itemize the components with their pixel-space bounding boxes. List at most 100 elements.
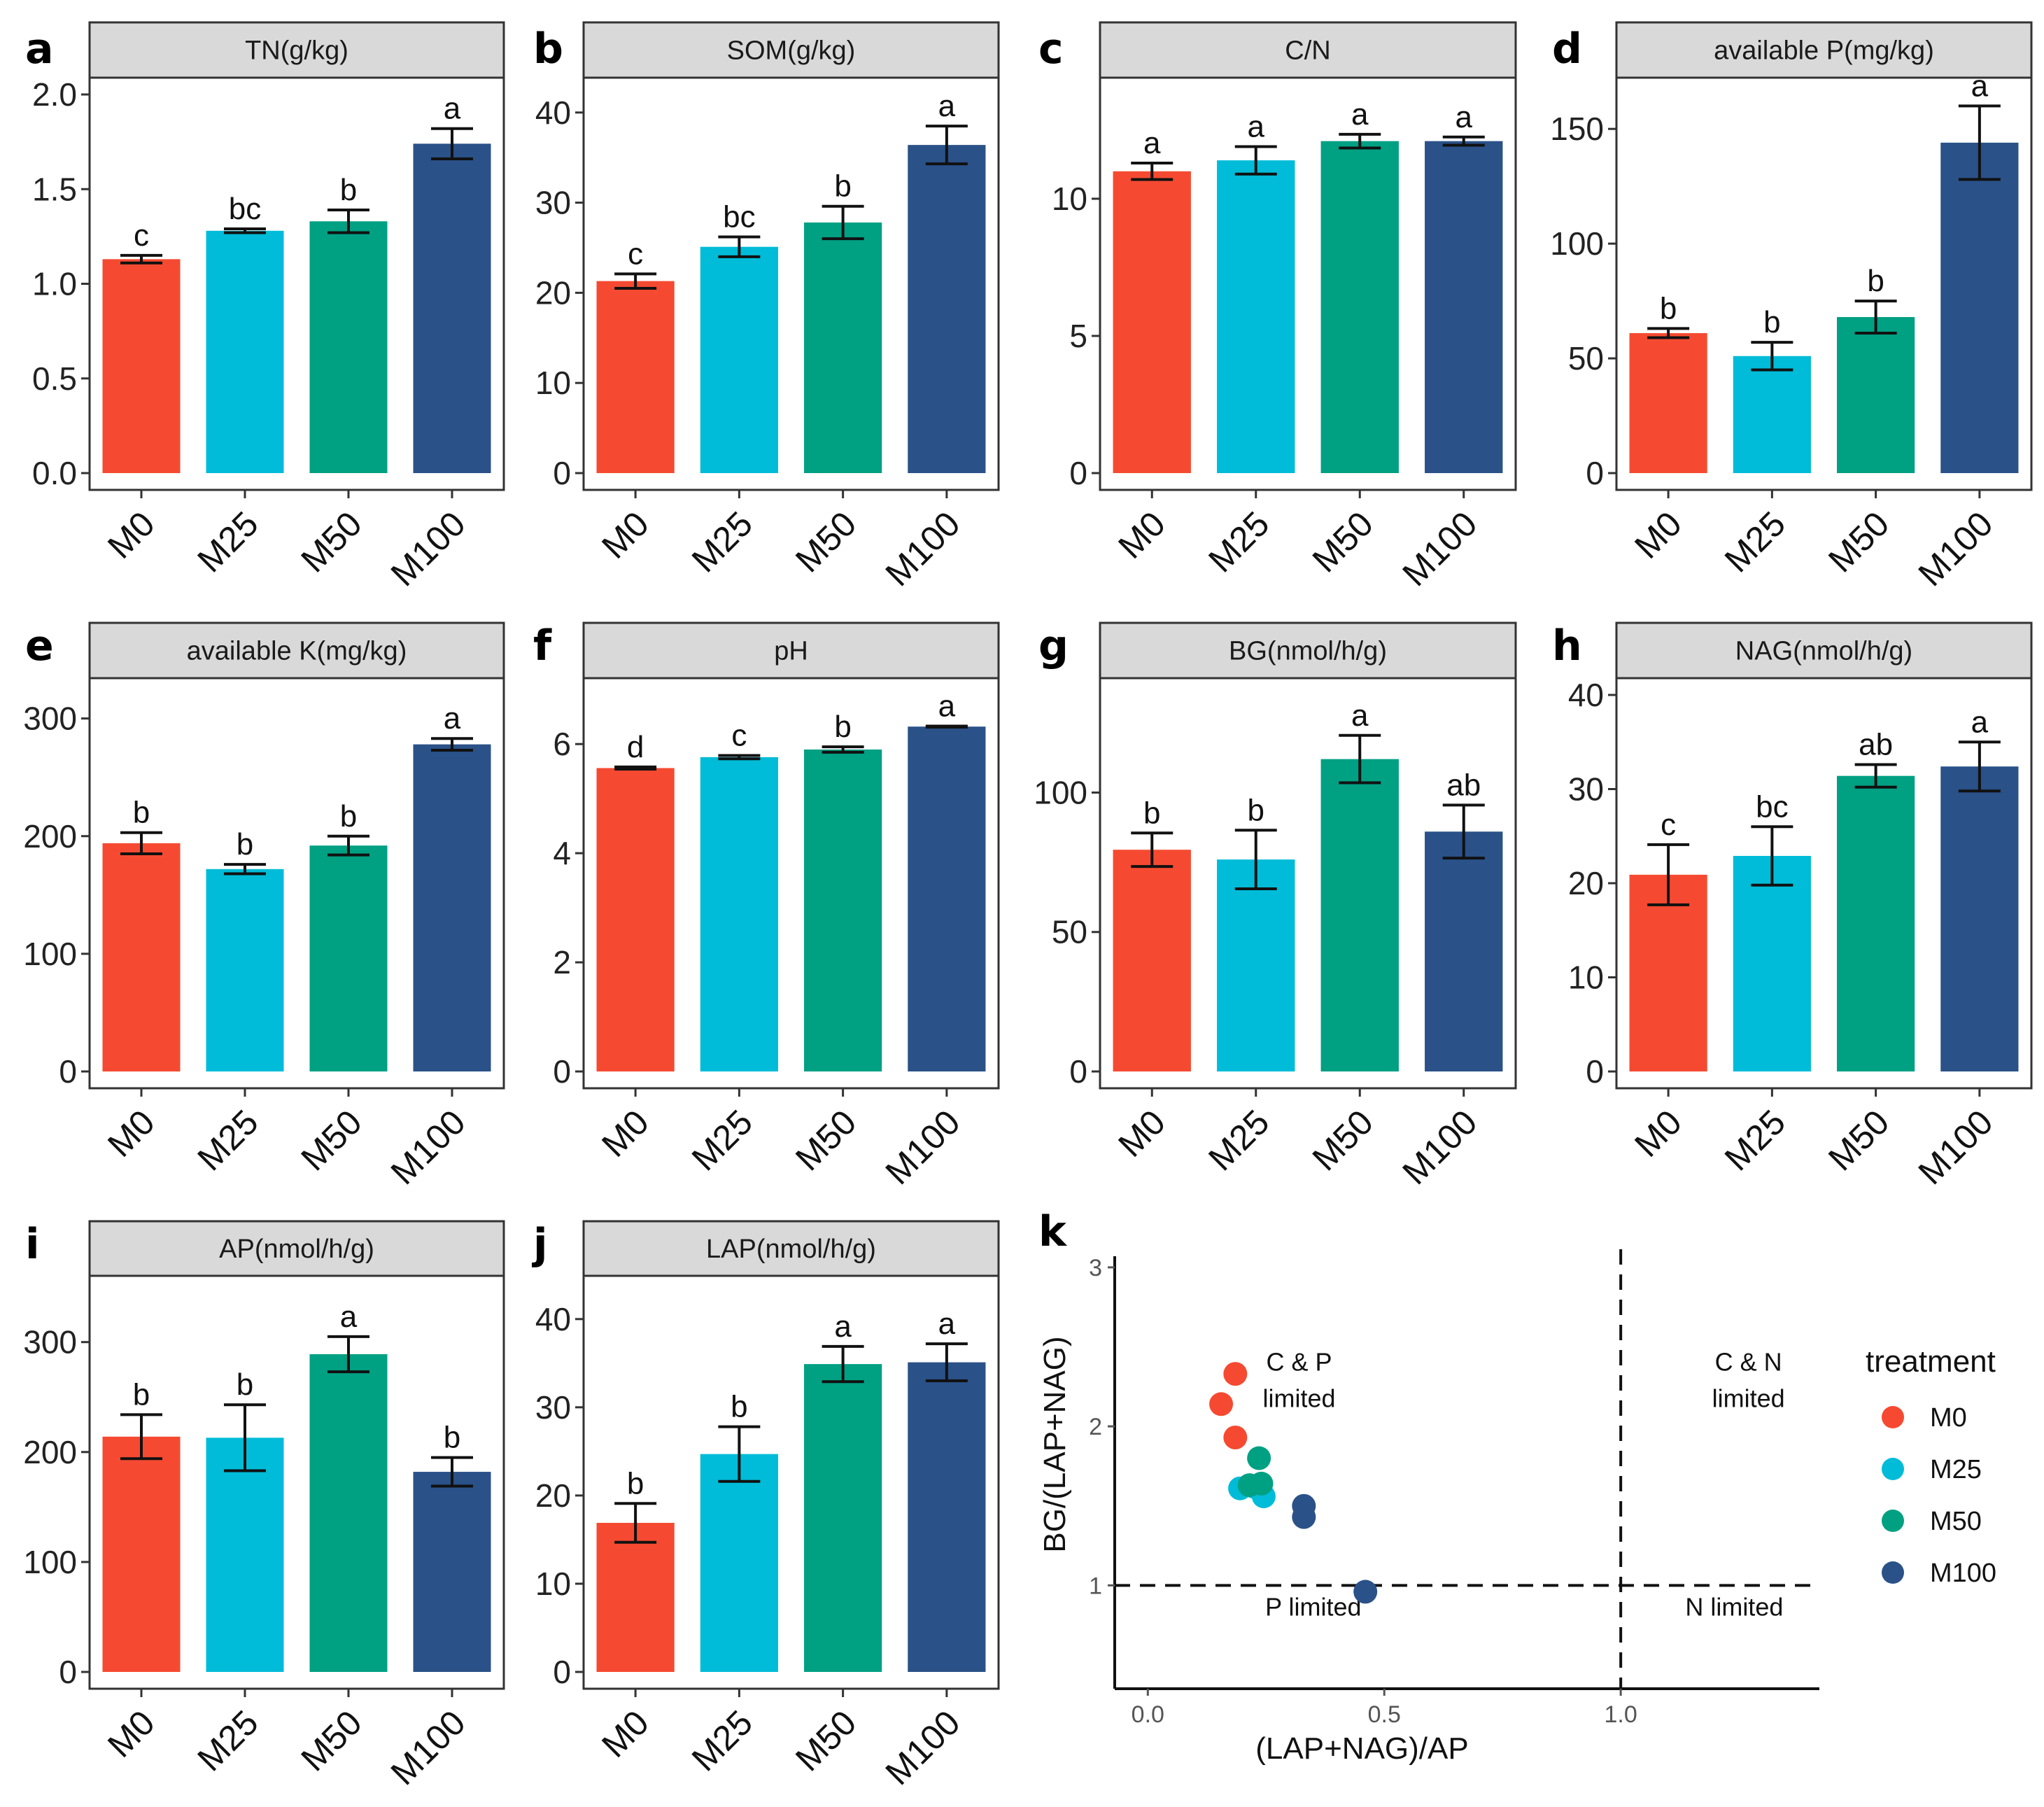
significance-label: bc [723, 200, 755, 234]
x-tick-label: M0 [594, 504, 656, 566]
quadrant-annotation: limited [1263, 1384, 1336, 1413]
bar-m50 [804, 1364, 882, 1672]
strip-background [88, 621, 505, 680]
strip-background [1099, 21, 1517, 79]
y-tick-label: 0 [1586, 1053, 1604, 1090]
bar-m25 [206, 869, 284, 1071]
x-tick-label: M25 [190, 504, 265, 579]
bar-m100 [413, 744, 491, 1071]
quadrant-annotation: N limited [1685, 1592, 1783, 1621]
significance-label: d [627, 730, 644, 764]
y-tick-label: 0 [1586, 455, 1604, 491]
x-tick-label: 0.5 [1368, 1701, 1401, 1728]
x-tick-label: 1.0 [1605, 1701, 1637, 1728]
y-tick-label: 200 [23, 1434, 77, 1470]
bar-m25 [700, 757, 778, 1071]
bar-m50 [309, 221, 388, 473]
significance-label: c [731, 719, 747, 753]
quadrant-annotation: C & N [1715, 1348, 1782, 1377]
panel-c: c C/N 0 5 10 a M0 a M25 a M50 a M100 [1038, 21, 1517, 593]
y-tick-label: 0 [553, 1053, 571, 1090]
point-m0 [1223, 1362, 1248, 1386]
bar-m25 [700, 246, 778, 473]
panel-letter: c [1038, 24, 1064, 73]
significance-label: b [627, 1466, 644, 1500]
strip-title: available P(mg/kg) [1714, 36, 1934, 66]
y-tick-label: 100 [23, 936, 77, 972]
x-tick-label: M50 [1821, 504, 1896, 579]
panel-f: f pH 0 2 4 6 d M0 c M25 b M50 a M100 [533, 621, 1000, 1192]
significance-label: a [938, 689, 956, 723]
x-tick-label: M100 [1395, 504, 1484, 593]
panel-letter: e [25, 621, 54, 670]
significance-label: b [133, 1377, 150, 1412]
strip-background [88, 21, 505, 79]
bar-m100 [908, 145, 986, 473]
bar-m100 [908, 726, 986, 1071]
x-tick-label: M0 [594, 1703, 656, 1765]
bar-m0 [596, 1522, 675, 1672]
bar-m100 [413, 143, 491, 473]
panel-letter: f [533, 621, 552, 670]
x-tick-label: M0 [594, 1102, 656, 1165]
significance-label: a [1456, 100, 1473, 134]
x-tick-label: M0 [100, 1703, 162, 1765]
y-tick-label: 0 [553, 455, 571, 491]
bar-m100 [1940, 766, 2019, 1071]
bar-m0 [1629, 332, 1707, 473]
significance-label: c [134, 218, 149, 253]
significance-label: b [340, 173, 357, 207]
x-tick-label: M0 [100, 1102, 162, 1165]
y-tick-label: 30 [535, 1389, 571, 1426]
bar-m50 [1837, 775, 1915, 1071]
significance-label: b [1143, 796, 1160, 830]
x-tick-label: M100 [383, 1102, 473, 1192]
x-tick-label: M100 [1911, 1102, 2001, 1192]
x-tick-label: M100 [878, 1703, 968, 1792]
quadrant-annotation: limited [1712, 1384, 1785, 1413]
x-tick-label: M50 [293, 1102, 369, 1178]
x-tick-label: 0.0 [1132, 1701, 1164, 1728]
y-tick-label: 2 [553, 944, 571, 980]
bar-m25 [206, 1437, 284, 1672]
x-tick-label: M25 [684, 1102, 760, 1178]
bar-m0 [102, 259, 181, 473]
bar-m100 [413, 1472, 491, 1672]
strip-title: pH [774, 637, 808, 666]
y-tick-label: 6 [553, 726, 571, 762]
x-axis-label: (LAP+NAG)/AP [1255, 1731, 1468, 1766]
x-tick-label: M0 [1111, 504, 1173, 566]
panel-b: b SOM(g/kg) 0 10 20 30 40 c M0 bc M25 b M50 a M100 [533, 21, 1000, 593]
significance-label: a [1971, 705, 1989, 739]
significance-label: ab [1446, 768, 1481, 802]
panel-letter: h [1552, 621, 1582, 670]
x-tick-label: M0 [1627, 1102, 1689, 1165]
y-tick-label: 30 [535, 185, 571, 221]
y-tick-label: 300 [23, 701, 77, 737]
y-tick-label: 40 [1568, 677, 1604, 713]
panel-letter: b [533, 24, 563, 73]
y-tick-label: 1 [1089, 1573, 1102, 1599]
y-tick-label: 200 [23, 818, 77, 855]
bar-m0 [596, 768, 675, 1071]
bar-m25 [1217, 859, 1295, 1071]
legend-key-m100 [1882, 1561, 1904, 1584]
y-tick-label: 40 [535, 1301, 571, 1337]
y-tick-label: 0 [59, 1053, 77, 1090]
x-tick-label: M50 [1305, 1102, 1381, 1178]
panel-h: h NAG(nmol/h/g) 0 10 20 30 40 c M0 bc M25 ab M50 a M10… [1552, 621, 2033, 1192]
bar-m50 [804, 749, 882, 1071]
significance-label: b [834, 169, 851, 204]
x-tick-label: M50 [1305, 504, 1381, 579]
strip-background [88, 1220, 505, 1277]
bar-m25 [1733, 855, 1811, 1071]
point-m0 [1209, 1392, 1234, 1416]
legend-key-m25 [1882, 1458, 1904, 1480]
significance-label: a [340, 1300, 358, 1334]
significance-label: b [834, 710, 851, 744]
point-m50 [1247, 1446, 1271, 1470]
bar-m25 [206, 230, 284, 473]
bar-m0 [102, 1436, 181, 1672]
x-tick-label: M25 [684, 1703, 760, 1778]
